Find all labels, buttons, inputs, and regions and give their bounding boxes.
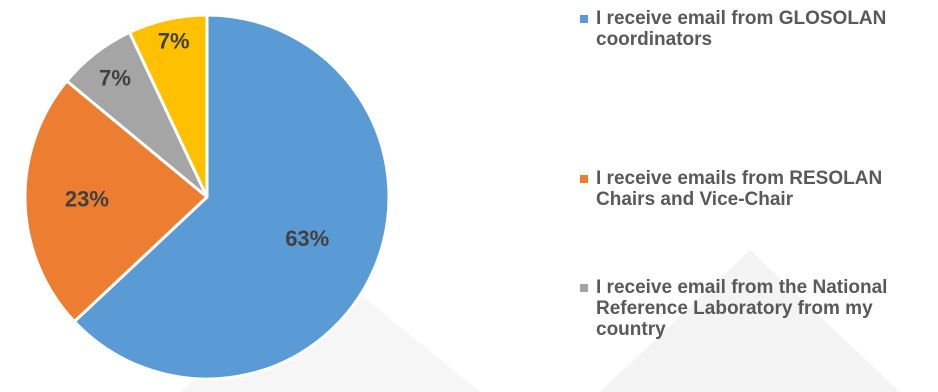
slice-data-label: 7% xyxy=(158,29,190,54)
legend-label: I receive emails from RESOLAN Chairs and… xyxy=(596,168,926,210)
pie-chart: 63% 23% 7% 7% xyxy=(0,0,420,392)
legend-swatch-gray xyxy=(580,284,588,292)
legend-label: I receive email from the National Refere… xyxy=(596,277,926,340)
legend-swatch-blue xyxy=(580,15,588,23)
slice-data-label: 23% xyxy=(65,187,109,212)
legend-swatch-orange xyxy=(580,175,588,183)
legend-label: I receive email from GLOSOLAN coordinato… xyxy=(596,8,926,50)
slice-data-label: 7% xyxy=(99,66,131,91)
slice-data-label: 63% xyxy=(285,226,329,251)
